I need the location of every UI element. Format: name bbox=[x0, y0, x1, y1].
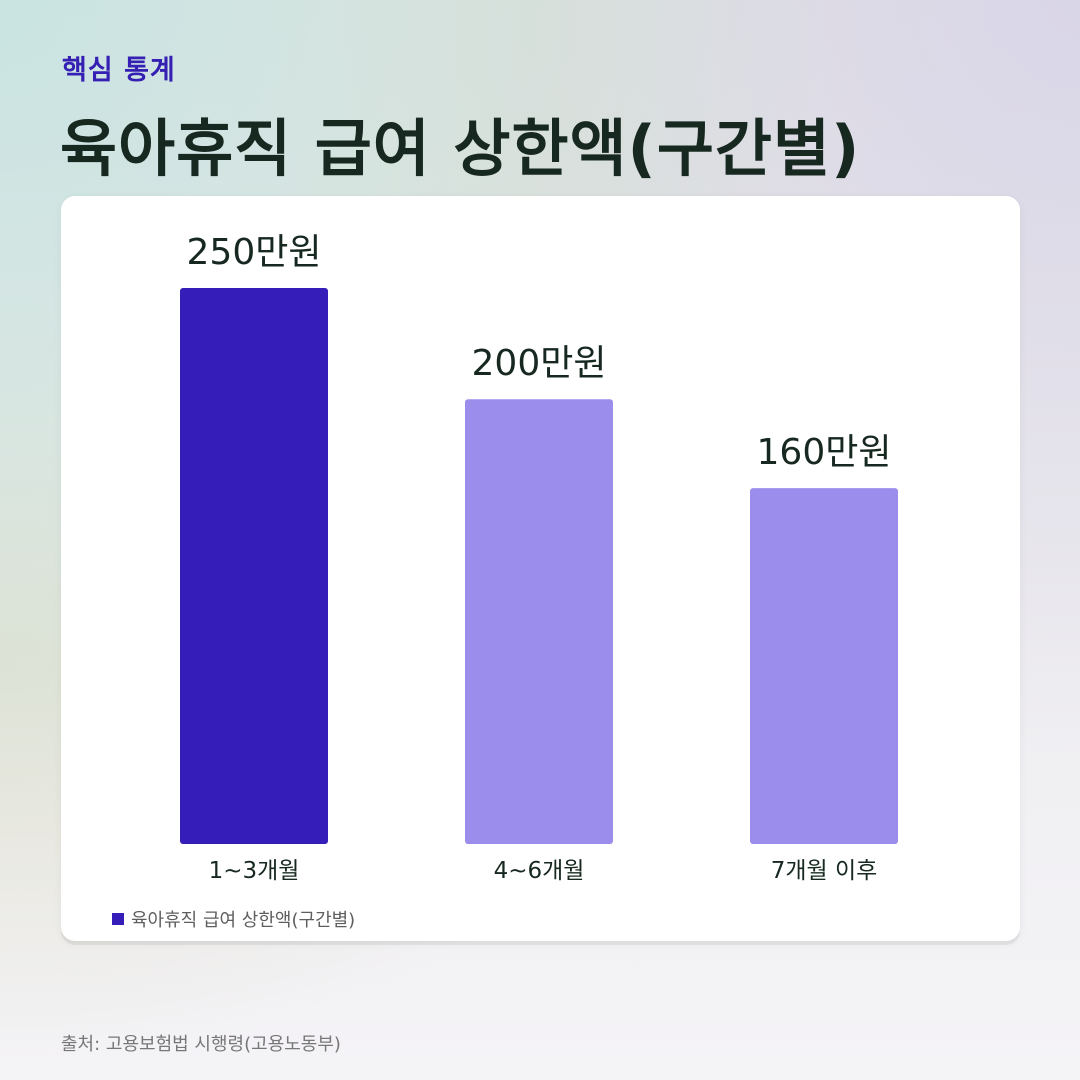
kicker-label: 핵심 통계 bbox=[62, 55, 176, 86]
bar-chart: 250만원 1~3개월 200만원 4~6개월 160만원 7개월 이후 bbox=[180, 232, 898, 884]
legend-swatch bbox=[112, 913, 124, 925]
bar-2 bbox=[465, 399, 613, 844]
chart-card: 250만원 1~3개월 200만원 4~6개월 160만원 7개월 이후 육아휴직 급여 … bbox=[61, 196, 1020, 941]
data-label-3: 160만원 bbox=[757, 432, 892, 473]
data-label-1: 250만원 bbox=[187, 232, 322, 273]
chart-title: 육아휴직 급여 상한액(구간별) bbox=[60, 112, 861, 185]
bar-1 bbox=[180, 288, 328, 844]
legend: 육아휴직 급여 상한액(구간별) bbox=[112, 906, 355, 932]
x-tick-label-3: 7개월 이후 bbox=[771, 858, 878, 884]
x-tick-label-2: 4~6개월 bbox=[494, 858, 585, 884]
legend-label: 육아휴직 급여 상한액(구간별) bbox=[131, 910, 356, 931]
x-tick-label-1: 1~3개월 bbox=[209, 858, 300, 884]
source-note: 출처: 고용보험법 시행령(고용노동부) bbox=[61, 1034, 341, 1055]
data-label-2: 200만원 bbox=[472, 343, 607, 384]
bar-3 bbox=[750, 488, 898, 844]
